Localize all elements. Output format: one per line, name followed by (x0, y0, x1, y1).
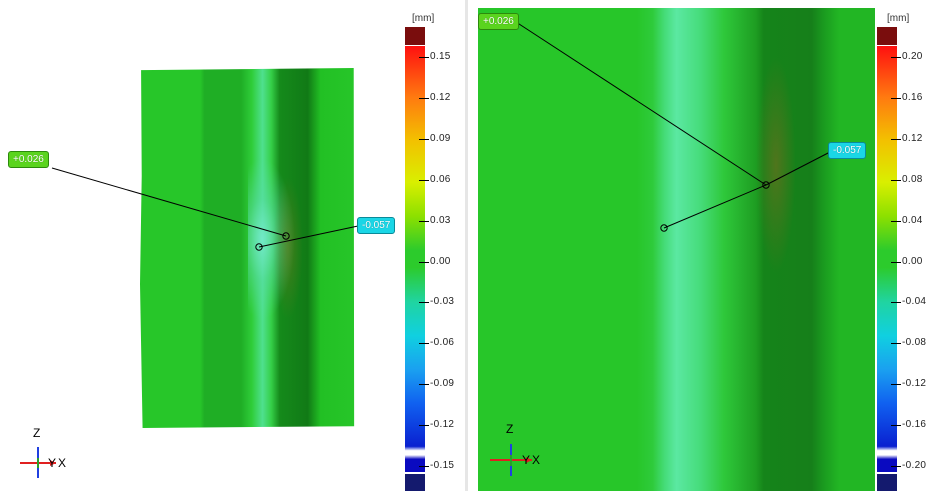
specimen-surface (140, 68, 355, 428)
scale-tick (891, 220, 901, 222)
scale-tick-label: -0.06 (430, 337, 455, 349)
scale-tick-label: -0.12 (430, 419, 455, 431)
color-scale-bar (405, 46, 425, 472)
scale-tick-label: 0.00 (430, 255, 451, 267)
scale-tick (419, 261, 429, 263)
scale-tick (419, 466, 429, 467)
axis-x-label-zoomed: X (532, 453, 541, 467)
axis-z-label: Z (33, 426, 41, 440)
deviation-callout-positive-zoomed[interactable]: +0.026 (478, 13, 519, 30)
scale-tick-label: 0.20 (902, 51, 923, 62)
scale-tick (419, 343, 429, 345)
deviation-view-full[interactable]: [mm] 0.15 0.12 0.09 0.06 0.03 0.00 -0.03 -0.06 -… (0, 0, 465, 491)
scale-tick (891, 466, 901, 467)
scale-tick-label: 0.03 (430, 214, 451, 226)
scale-tick-label: 0.08 (902, 173, 923, 185)
scale-tick (891, 138, 901, 140)
scale-tick (419, 97, 429, 99)
scale-unit-label: [mm] (412, 13, 435, 24)
deviation-callout-negative-zoomed[interactable]: -0.057 (828, 142, 867, 159)
axis-x-label: X (58, 456, 67, 470)
deviation-callout-negative[interactable]: -0.057 (357, 217, 396, 234)
axis-z-label-zoomed: Z (506, 422, 514, 436)
scale-tick (891, 97, 901, 99)
scale-below-range-swatch-zoomed (877, 474, 897, 491)
scale-tick (891, 302, 901, 304)
deviation-callout-positive[interactable]: +0.026 (8, 151, 49, 168)
scale-tick-label: -0.15 (430, 460, 455, 471)
scale-tick-label: 0.15 (430, 51, 451, 62)
scale-tick-label: 0.06 (430, 173, 451, 185)
scale-tick-label: -0.03 (430, 296, 455, 308)
scale-tick (891, 384, 901, 386)
color-scale-bar-zoomed (877, 46, 897, 472)
scale-tick (419, 179, 429, 181)
scale-tick (891, 57, 901, 58)
scale-tick-label: 0.12 (902, 132, 923, 144)
scale-tick (891, 343, 901, 345)
scale-tick (419, 220, 429, 222)
scale-tick-label: 0.12 (430, 91, 451, 103)
scale-tick-label: -0.20 (902, 460, 927, 471)
scale-tick (419, 138, 429, 140)
scale-tick-label: -0.16 (902, 419, 927, 431)
deviation-view-zoomed[interactable]: [mm] 0.20 0.16 0.12 0.08 0.04 0.00 -0.04 -0.08 -… (468, 0, 927, 491)
scale-tick (891, 425, 901, 427)
scale-tick (891, 261, 901, 263)
scale-tick (419, 425, 429, 427)
specimen-surface-zoomed (478, 8, 875, 491)
scale-above-range-swatch (405, 27, 425, 45)
scale-tick-label: -0.12 (902, 378, 927, 390)
axis-y-label-zoomed: Y (522, 453, 531, 467)
scale-tick (419, 302, 429, 304)
scale-tick-label: -0.04 (902, 296, 927, 308)
scale-unit-label-zoomed: [mm] (887, 13, 910, 24)
scale-tick-label: -0.09 (430, 378, 455, 390)
scale-tick-label: -0.08 (902, 337, 927, 349)
scale-tick-label: 0.09 (430, 132, 451, 144)
scale-tick (891, 179, 901, 181)
scale-tick-label: 0.00 (902, 255, 923, 267)
scale-above-range-swatch-zoomed (877, 27, 897, 45)
scale-tick (419, 384, 429, 386)
scale-tick (419, 57, 429, 58)
scale-below-range-swatch (405, 474, 425, 491)
scale-tick-label: 0.04 (902, 214, 923, 226)
axis-y-label: Y (48, 456, 57, 470)
scale-tick-label: 0.16 (902, 91, 923, 103)
view-divider (465, 0, 468, 491)
